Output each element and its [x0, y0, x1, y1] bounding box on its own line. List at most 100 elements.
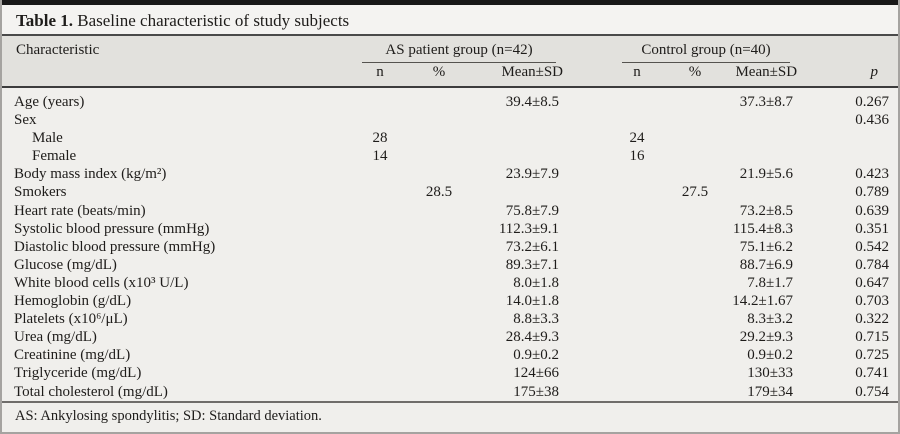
cell-control-pct: [664, 111, 726, 129]
cell-as-mean: 75.8±7.9: [505, 202, 560, 219]
table-row: Total cholesterol (mg/dL) 175±38 179±34 0.7…: [2, 383, 898, 401]
cell-as-mean: 175±38: [513, 383, 560, 400]
cell-control-mean: [726, 129, 800, 147]
table-row: Urea (mg/dL) 28.4±9.3 29.2±9.3 0.715: [2, 328, 898, 346]
cell-characteristic: Male: [32, 130, 63, 147]
cell-control-mean: 14.2±1.67: [732, 293, 794, 310]
cell-as-n: [350, 202, 410, 220]
cell-control-n: [610, 111, 664, 129]
cell-control-n: [610, 220, 664, 238]
cell-as-n: [350, 328, 410, 346]
cell-spacer: [566, 310, 610, 328]
cell-control-pct: 27.5: [681, 184, 709, 201]
control-group-underline: Control group (n=40): [622, 42, 791, 63]
cell-as-n: [350, 111, 410, 129]
cell-characteristic: Age (years): [14, 94, 85, 110]
cell-spacer: [566, 202, 610, 220]
cell-characteristic: Systolic blood pressure (mmHg): [14, 220, 210, 237]
cell-as-mean: [468, 129, 566, 147]
cell-control-mean: [726, 147, 800, 165]
table-row: Triglyceride (mg/dL) 124±66 130±33 0.741: [2, 364, 898, 382]
control-group-label: Control group (n=40): [641, 42, 771, 58]
cell-as-pct: [410, 274, 468, 292]
cell-as-mean: 124±66: [513, 365, 560, 382]
cell-characteristic: Total cholesterol (mg/dL): [14, 383, 168, 400]
cell-control-pct: [664, 383, 726, 401]
cell-control-pct: [664, 292, 726, 310]
cell-as-n: [350, 165, 410, 183]
cell-control-n: [610, 383, 664, 401]
cell-control-pct: [664, 165, 726, 183]
cell-characteristic: Glucose (mg/dL): [14, 256, 117, 273]
cell-as-mean: 23.9±7.9: [505, 166, 560, 183]
cell-control-mean: 179±34: [747, 383, 794, 400]
col-header-as-pct: %: [410, 63, 468, 88]
cell-as-n: [350, 310, 410, 328]
cell-as-pct: [410, 292, 468, 310]
cell-as-pct: [410, 165, 468, 183]
as-group-label: AS patient group (n=42): [385, 42, 533, 58]
cell-as-n: [350, 183, 410, 201]
cell-characteristic: Urea (mg/dL): [14, 329, 97, 346]
cell-as-pct: [410, 202, 468, 220]
table-row: Creatinine (mg/dL) 0.9±0.2 0.9±0.2 0.725: [2, 346, 898, 364]
col-header-control-n: n: [610, 63, 665, 88]
table-title-text: Baseline characteristic of study subject…: [73, 11, 350, 30]
table-row: Smokers 28.5 27.5 0.789: [2, 183, 898, 201]
cell-p: 0.647: [855, 274, 889, 291]
cell-as-n: [350, 364, 410, 382]
table-row: Platelets (x10⁶/μL) 8.8±3.3 8.3±3.2 0.322: [2, 310, 898, 328]
cell-control-mean: 75.1±6.2: [739, 238, 794, 255]
cell-as-n: [350, 220, 410, 238]
cell-control-n: [610, 346, 664, 364]
cell-as-mean: 112.3±9.1: [498, 220, 560, 237]
table-footnote: AS: Ankylosing spondylitis; SD: Standard…: [2, 400, 898, 425]
cell-control-pct: [664, 346, 726, 364]
cell-spacer: [566, 183, 610, 201]
cell-control-n: [610, 165, 664, 183]
cell-as-pct: [410, 238, 468, 256]
cell-control-pct: [664, 256, 726, 274]
cell-control-n: [610, 202, 664, 220]
cell-control-n: [610, 274, 664, 292]
cell-spacer: [566, 111, 610, 129]
cell-control-mean: 88.7±6.9: [739, 256, 794, 273]
col-header-control-pct: %: [664, 63, 727, 88]
cell-spacer: [566, 292, 610, 310]
cell-as-pct: 28.5: [425, 184, 453, 201]
col-header-p: p: [800, 36, 898, 88]
cell-spacer: [566, 147, 610, 165]
cell-as-mean: [468, 147, 566, 165]
cell-as-mean: [468, 111, 566, 129]
cell-control-n: [610, 87, 664, 111]
cell-p: 0.423: [855, 166, 889, 183]
table-row: Glucose (mg/dL) 89.3±7.1 88.7±6.9 0.784: [2, 256, 898, 274]
cell-characteristic: Heart rate (beats/min): [14, 202, 146, 219]
cell-characteristic: Smokers: [14, 184, 67, 201]
cell-as-n: [350, 238, 410, 256]
cell-control-n: 24: [629, 130, 645, 147]
cell-as-n: 14: [372, 148, 388, 165]
baseline-characteristics-table: Characteristic AS patient group (n=42) C…: [2, 36, 898, 401]
cell-as-n: [350, 346, 410, 364]
cell-control-mean: 7.8±1.7: [747, 274, 794, 291]
col-group-header-as: AS patient group (n=42): [350, 36, 567, 63]
cell-p: [800, 147, 898, 165]
cell-characteristic: Creatinine (mg/dL): [14, 347, 131, 364]
cell-control-mean: [726, 111, 800, 129]
cell-spacer: [566, 220, 610, 238]
cell-p: 0.351: [855, 220, 889, 237]
col-header-as-n: n: [350, 63, 410, 88]
cell-as-mean: 89.3±7.1: [505, 256, 560, 273]
cell-characteristic: Platelets (x10⁶/μL): [14, 311, 128, 328]
cell-as-pct: [410, 147, 468, 165]
cell-control-n: [610, 238, 664, 256]
cell-as-n: [350, 87, 410, 111]
cell-as-n: [350, 292, 410, 310]
table-row: Hemoglobin (g/dL) 14.0±1.8 14.2±1.67 0.703: [2, 292, 898, 310]
cell-as-pct: [410, 346, 468, 364]
cell-control-n: [610, 292, 664, 310]
cell-p: 0.639: [855, 202, 889, 219]
cell-as-pct: [410, 383, 468, 401]
table-row: Diastolic blood pressure (mmHg) 73.2±6.1 7…: [2, 238, 898, 256]
